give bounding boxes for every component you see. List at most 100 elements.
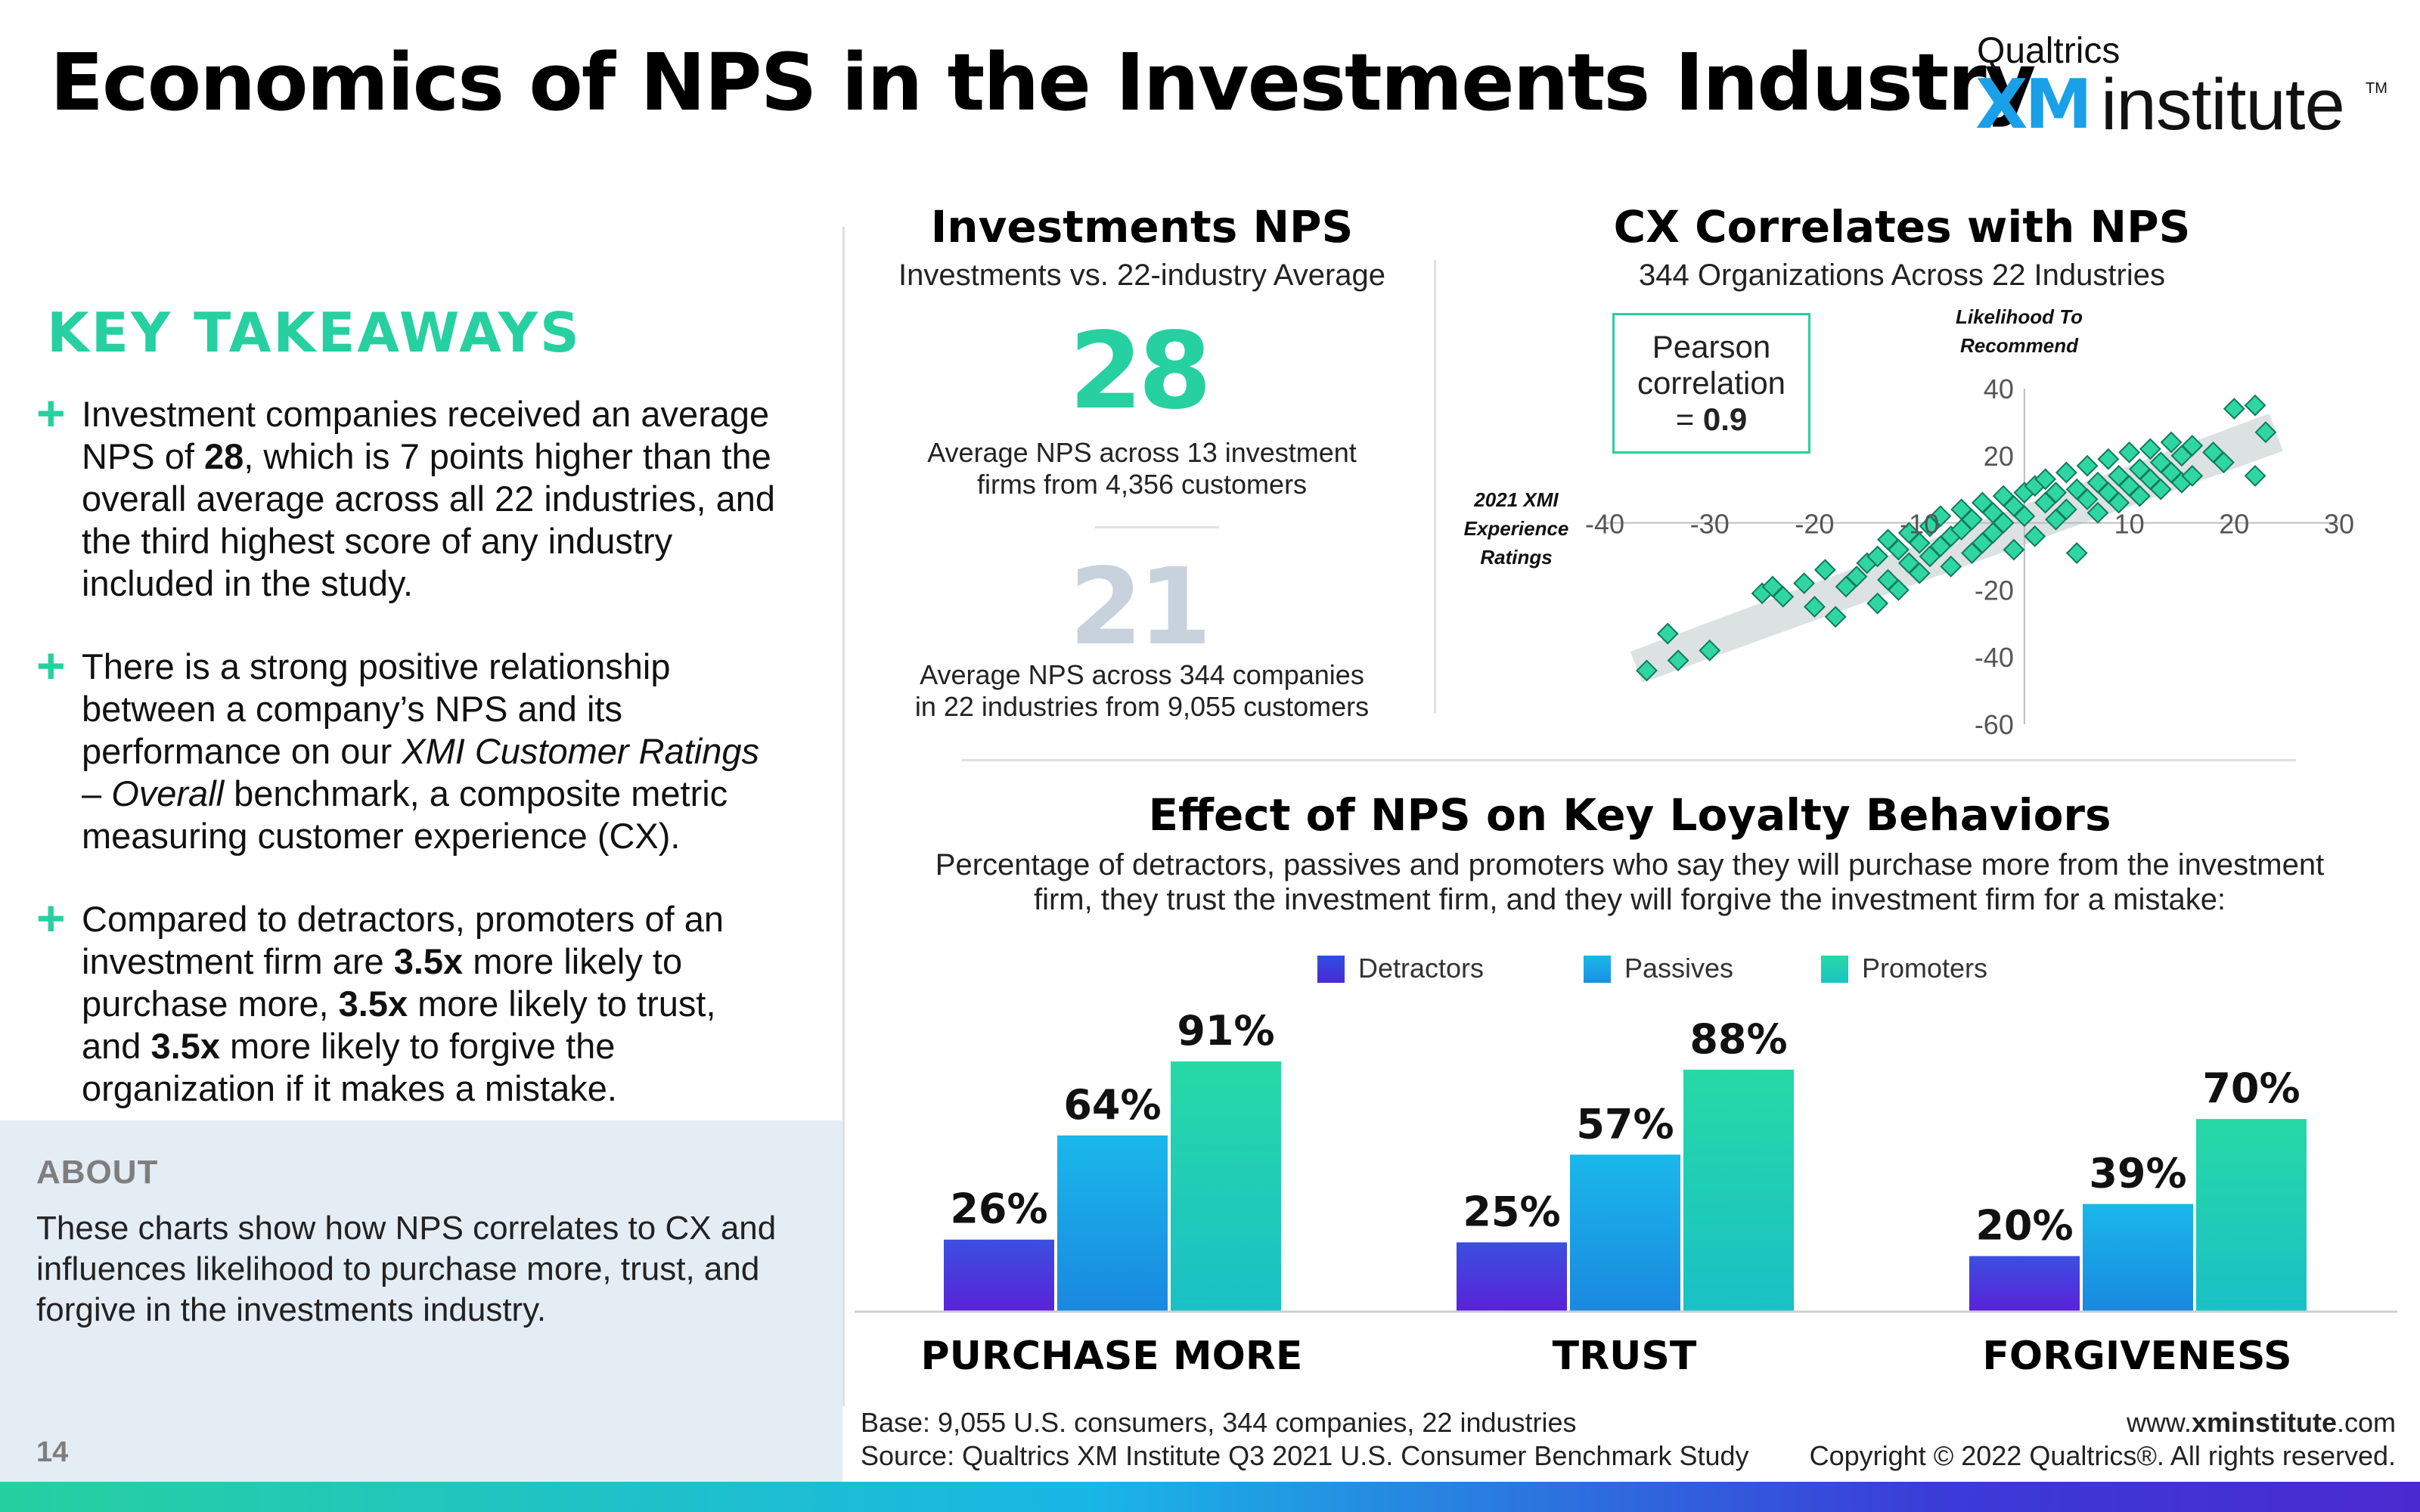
scatter-chart: -40 -30 -20 -10 10 20 30 40 20 -20 -40 -60 [1585,373,2354,740]
scatter-point [1908,562,1931,584]
cx-panel-title: CX Correlates with NPS [1613,201,2191,253]
takeaway-line: overall average across all 22 industries… [82,479,776,519]
logo-tm: TM [2366,80,2387,97]
pearson-value: 0.9 [1702,401,1748,437]
loyalty-subtitle-line-2: firm, they trust the investment firm, an… [1033,883,2226,916]
scatter-point [2139,438,2161,460]
bar-passives [2083,1204,2193,1311]
pearson-eq: = [1675,401,1703,437]
nps-panel-title: Investments NPS [930,201,1354,253]
x-tick-label: 20 [2219,509,2249,540]
footer-base: Base: 9,055 U.S. consumers, 344 companie… [861,1407,1577,1438]
bar-value-label: 39% [2089,1150,2186,1198]
investments-nps-caption: Average NPS across 13 investment firms f… [870,437,1414,500]
bar-value-label: 57% [1576,1100,1674,1148]
scatter-point [1866,545,1889,568]
logo-institute: institute [2101,64,2345,145]
scatter-point [1845,565,1868,588]
footer-source: Source: Qualtrics XM Institute Q3 2021 U… [861,1440,1749,1471]
x-tick-label: -20 [1795,509,1834,540]
bar-value-label: 70% [2202,1064,2300,1112]
bar-value-label: 64% [1063,1081,1161,1129]
plus-icon: + [36,890,66,946]
y-tick-label: -20 [1975,575,2014,606]
y-tick-label: 40 [1984,373,2014,404]
logo-xm: XM [1975,65,2093,144]
group-label-trust: TRUST [1552,1334,1697,1379]
footer-legal: www.xminstitute.com Copyright © 2022 Qua… [1810,1406,2396,1473]
legend-label: Passives [1624,953,1734,984]
takeaway-line: Investment companies received an average [82,394,770,434]
y-axis-title: Likelihood To Recommend [1921,302,2118,360]
web-pre: www. [2126,1407,2192,1438]
legend-swatch-detractors [1317,956,1345,983]
panel-divider [1434,260,1436,714]
loyalty-title: Effect of NPS on Key Loyalty Behaviors [1148,789,2111,841]
group-label-forgiveness: FORGIVENESS [1982,1334,2292,1379]
pearson-line: = 0.9 [1615,401,1808,438]
footer-website-link[interactable]: www.xminstitute.com [1810,1406,2396,1439]
scatter-point [2086,501,2109,524]
scatter-point [1772,585,1795,608]
pearson-line: Pearson [1652,329,1771,364]
caption-line: Average NPS across 344 companies [920,659,1364,690]
scatter-point [2118,441,2140,463]
takeaway-text: There is a strong positive relationship … [82,646,830,857]
x-tick-label: 10 [2114,509,2145,540]
about-title: ABOUT [36,1154,159,1191]
takeaway-line: investment firm are 3.5x more likely to [82,941,683,981]
bar-value-label: 25% [1463,1188,1560,1235]
bar-detractors [1969,1256,2080,1311]
industry-average-nps-caption: Average NPS across 344 companies in 22 i… [870,659,1414,723]
scatter-point [2055,461,2077,484]
takeaway-line: There is a strong positive relationship [82,646,671,686]
caption-line: in 22 industries from 9,055 customers [914,691,1370,722]
plus-icon: + [36,637,66,693]
bar-promoters [1683,1069,1794,1311]
scatter-point [2055,498,2077,521]
scatter-point [2065,542,2088,564]
scatter-point [2076,488,2099,510]
scatter-point [1961,508,1983,531]
legend-label: Detractors [1358,953,1485,984]
caption-line: Average NPS across 13 investment [927,437,1357,468]
page-title: Economics of NPS in the Investments Indu… [50,36,2036,129]
bar-value-label: 26% [950,1185,1047,1233]
legend-swatch-promoters [1821,956,1848,983]
nps-divider [1095,526,1219,528]
scatter-point [1656,622,1679,645]
scatter-point [2076,454,2099,477]
scatter-point [1636,659,1658,682]
web-bold: xminstitute [2191,1407,2337,1438]
scatter-point [2223,398,2245,420]
takeaway-line-text: NPS of 28, which is 7 points higher than… [82,436,771,476]
scatter-point [2254,421,2277,444]
bar-promoters [2196,1119,2307,1311]
axis-title-line: Experience [1463,517,1569,540]
loyalty-subtitle-line-1: Percentage of detractors, passives and p… [935,848,2325,881]
industry-average-nps-value: 21 [1069,546,1212,669]
scatter-point [2181,465,2204,487]
scatter-point [1699,639,1721,662]
scatter-point [2213,451,2235,474]
footer-notes: Base: 9,055 U.S. consumers, 344 companie… [861,1406,1749,1473]
scatter-point [2244,394,2266,417]
about-text: These charts show how NPS correlates to … [36,1210,777,1328]
page-number: 14 [36,1436,69,1468]
xm-institute-logo: Qualtrics XM institute TM [1974,30,2387,145]
scatter-point [1866,592,1889,615]
bar-passives [1057,1135,1168,1311]
scatter-point [1929,505,1952,528]
legend-label: Promoters [1862,953,1988,984]
logo-qualtrics: Qualtrics [1977,31,2121,71]
axis-title-line: Recommend [1959,334,2079,357]
scatter-point [1992,512,2015,534]
x-tick-label: -10 [1900,509,1939,540]
y-tick-label: -60 [1975,709,2014,740]
takeaway-line: Compared to detractors, promoters of an [82,899,724,939]
web-post: .com [2336,1407,2396,1438]
scatter-point [1804,596,1826,618]
takeaway-line: – Overall benchmark, a composite metric [82,773,728,813]
scatter-point [1887,538,1910,561]
takeaway-line: the third highest score of any industry [82,521,673,561]
